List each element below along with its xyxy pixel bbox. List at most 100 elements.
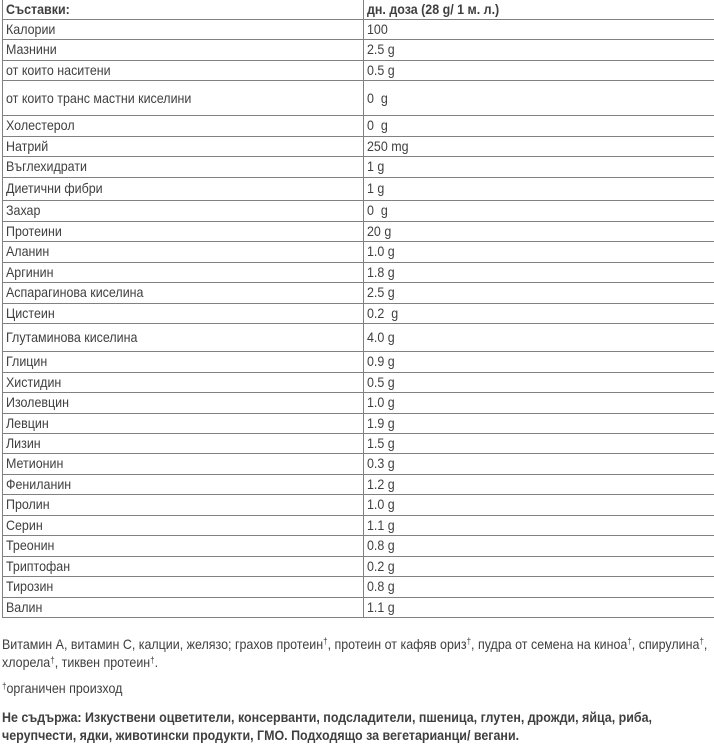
table-row: Левцин 1.9 g: [2, 412, 714, 434]
header-ingredients-label: Съставки:: [5, 0, 70, 17]
disclaimer-paragraph: Не съдържа: Изкуствени оцветители, консе…: [2, 708, 653, 744]
nutrient-label-cell-text: Серин: [5, 516, 43, 533]
nutrient-label-cell: Треонин: [2, 535, 364, 557]
nutrient-value-cell: 250 mg: [363, 135, 714, 158]
footnote-marker: †: [323, 636, 328, 647]
nutrient-label-cell-text: Фениланин: [5, 475, 71, 492]
table-row: Цистеин 0.2 g: [2, 302, 714, 324]
nutrient-label-cell-text: Калории: [5, 20, 55, 37]
nutrient-value-cell: 1.0 g: [363, 241, 714, 263]
nutrient-value-cell-text: 1 g: [366, 180, 384, 197]
nutrient-value-cell-text: 1.0 g: [366, 243, 395, 260]
nutrient-label-cell: Протеини: [2, 220, 364, 243]
nutrient-label-cell-text: Въглехидрати: [5, 158, 87, 175]
header-dose-cell: дн. доза (28 g/ 1 м. л.): [363, 0, 714, 20]
nutrient-value-cell-text: 1.0 g: [366, 394, 395, 411]
nutrient-label-cell: Захар: [2, 200, 364, 222]
table-row: Захар 0 g: [2, 200, 714, 222]
nutrient-label-cell: Фениланин: [2, 473, 364, 496]
nutrient-value-cell: 0.3 g: [363, 453, 714, 475]
nutrient-value-cell: 0.5 g: [363, 371, 714, 394]
nutrient-label-cell: Метионин: [2, 453, 364, 475]
footnote-marker: †: [627, 636, 632, 647]
nutrient-value-cell-text: 250 mg: [366, 137, 409, 154]
table-row: Триптофан 0.2 g: [2, 555, 714, 578]
table-header-row: Съставки: дн. доза (28 g/ 1 м. л.): [2, 0, 714, 20]
nutrient-value-cell-text: 0.8 g: [366, 537, 395, 554]
table-row: Аланин 1.0 g: [2, 241, 714, 263]
nutrient-label-cell-text: Аспарагинова киселина: [5, 284, 143, 301]
table-row: Метионин 0.3 g: [2, 453, 714, 475]
nutrient-label-cell: Аргинин: [2, 261, 364, 284]
nutrient-label-cell-text: Протеини: [5, 222, 62, 239]
table-row: Глутаминова киселина 4.0 g: [2, 322, 714, 353]
nutrient-label-cell: Аланин: [2, 241, 364, 263]
table-row: Лизин 1.5 g: [2, 432, 714, 455]
table-row: Изолевцин 1.0 g: [2, 392, 714, 414]
nutrient-value-cell-text: 0.5 g: [366, 61, 395, 78]
nutrient-value-cell-text: 1.2 g: [366, 475, 395, 492]
nutrient-value-cell-text: 100: [366, 20, 388, 37]
nutrient-label-cell-text: Тирозин: [5, 578, 53, 595]
nutrient-label-cell: Триптофан: [2, 555, 364, 578]
nutrient-label-cell: Натрий: [2, 135, 364, 158]
footnote-marker: †: [466, 636, 472, 647]
nutrient-value-cell: 1 g: [363, 176, 714, 202]
nutrient-label-cell-text: Глутаминова киселина: [5, 328, 137, 345]
nutrient-label-cell: Левцин: [2, 412, 364, 434]
nutrient-value-cell-text: 0.9 g: [366, 353, 395, 370]
ingredients-paragraph: Витамин А, витамин С, калции, желязо; гр…: [2, 635, 708, 671]
nutrient-value-cell: 1 g: [363, 156, 714, 178]
table-row: Хистидин 0.5 g: [2, 371, 714, 394]
nutrient-value-cell-text: 2.5 g: [366, 41, 395, 58]
nutrient-value-cell: 1.9 g: [363, 412, 714, 434]
nutrient-label-cell-text: Диетични фибри: [5, 180, 103, 197]
nutrient-value-cell: 0.9 g: [363, 351, 714, 373]
nutrient-label-cell: Валин: [2, 596, 364, 619]
nutrient-label-cell: Пролин: [2, 494, 364, 516]
table-row: Протеини 20 g: [2, 220, 714, 243]
nutrient-label-cell: Мазнини: [2, 39, 364, 61]
footnote-marker: †: [150, 654, 155, 665]
description-block: Витамин А, витамин С, калции, желязо; гр…: [2, 635, 714, 745]
nutrient-label-cell-text: Холестерол: [5, 117, 75, 134]
nutrient-value-cell-text: 0.2 g: [366, 557, 395, 574]
organic-footnote: †органичен произход: [2, 680, 123, 697]
nutrient-label-cell: от които наситени: [2, 59, 364, 82]
nutrient-label-cell: Хистидин: [2, 371, 364, 394]
table-row: Холестерол 0 g: [2, 115, 714, 137]
nutrient-value-cell: 20 g: [363, 220, 714, 243]
table-row: Валин 1.1 g: [2, 596, 714, 619]
nutrient-value-cell: 1.0 g: [363, 494, 714, 516]
nutrient-value-cell-text: 1.1 g: [366, 516, 395, 533]
table-row: от които наситени 0.5 g: [2, 59, 714, 82]
nutrient-value-cell: 1.1 g: [363, 514, 714, 537]
nutrient-value-cell: 1.5 g: [363, 432, 714, 455]
nutrient-label-cell-text: Пролин: [5, 496, 50, 513]
table-row: Натрий 250 mg: [2, 135, 714, 158]
nutrient-value-cell: 100: [363, 18, 714, 41]
nutrient-label-cell: Изолевцин: [2, 392, 364, 414]
nutrient-label-cell: Цистеин: [2, 302, 364, 324]
nutrient-value-cell: 1.1 g: [363, 596, 714, 619]
table-row: Калории 100: [2, 18, 714, 41]
nutrient-label-cell-text: Левцин: [5, 414, 49, 431]
nutrient-value-cell: 0.2 g: [363, 302, 714, 324]
nutrient-label-cell-text: Изолевцин: [5, 394, 69, 411]
nutrient-label-cell: Диетични фибри: [2, 176, 364, 202]
nutrient-label-cell-text: Натрий: [5, 137, 48, 154]
nutrient-value-cell: 0 g: [363, 200, 714, 222]
header-dose-label: дн. доза (28 g/ 1 м. л.): [366, 0, 499, 17]
table-row: Въглехидрати 1 g: [2, 156, 714, 178]
nutrient-label-cell-text: Триптофан: [5, 557, 70, 574]
nutrient-label-cell: Лизин: [2, 432, 364, 455]
nutrient-label-cell-text: Хистидин: [5, 373, 61, 390]
nutrient-label-cell-text: Аргинин: [5, 263, 53, 280]
nutrient-label-cell-text: Захар: [5, 202, 40, 219]
header-ingredients-cell: Съставки:: [2, 0, 364, 20]
nutrient-value-cell: 4.0 g: [363, 322, 714, 353]
nutrient-value-cell-text: 0.5 g: [366, 373, 395, 390]
nutrient-value-cell: 1.2 g: [363, 473, 714, 496]
table-row: от които транс мастни киселини 0 g: [2, 80, 714, 117]
nutrient-value-cell-text: 0 g: [366, 89, 388, 106]
